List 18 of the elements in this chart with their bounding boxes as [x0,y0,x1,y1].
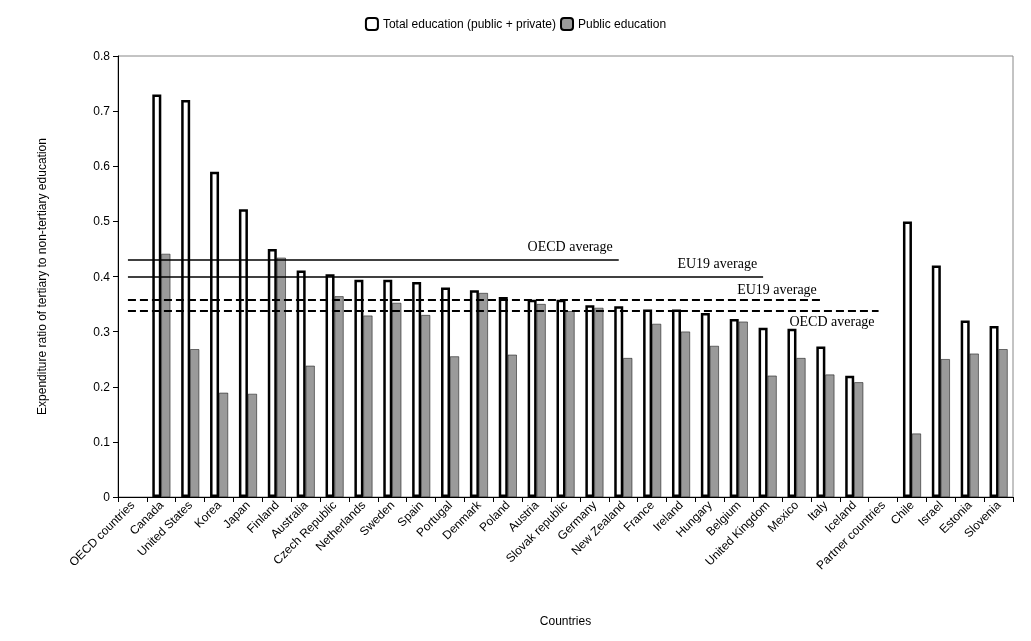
y-tick-label: 0.5 [93,214,111,229]
y-axis-title: Expenditure ratio of tertiary to non-tertiary education [35,138,49,415]
legend-label: Public education [578,17,667,31]
y-tick-label: 0.3 [93,324,111,339]
ref-line-label: EU19 average [737,281,817,297]
y-tick-label: 0.8 [93,49,111,63]
legend-label: Total education (public + private) [382,17,557,31]
y-tick-label: 0.1 [93,434,111,449]
y-tick-label: 0.6 [93,159,111,174]
x-tick-label: Italy [804,498,831,524]
ref-line-label: OECD average [789,314,875,330]
ref-line-label: EU19 average [677,256,758,271]
y-tick-label: 0 [103,490,111,504]
y-tick-label: 0.2 [93,379,111,394]
x-axis-title: Countries [539,614,592,628]
y-tick-label: 0.4 [93,269,111,284]
ref-line-label: OECD average [527,239,613,255]
y-tick-label: 0.7 [93,104,111,119]
